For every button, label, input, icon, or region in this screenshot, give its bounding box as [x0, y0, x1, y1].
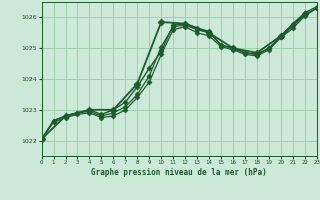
X-axis label: Graphe pression niveau de la mer (hPa): Graphe pression niveau de la mer (hPa)	[91, 168, 267, 177]
